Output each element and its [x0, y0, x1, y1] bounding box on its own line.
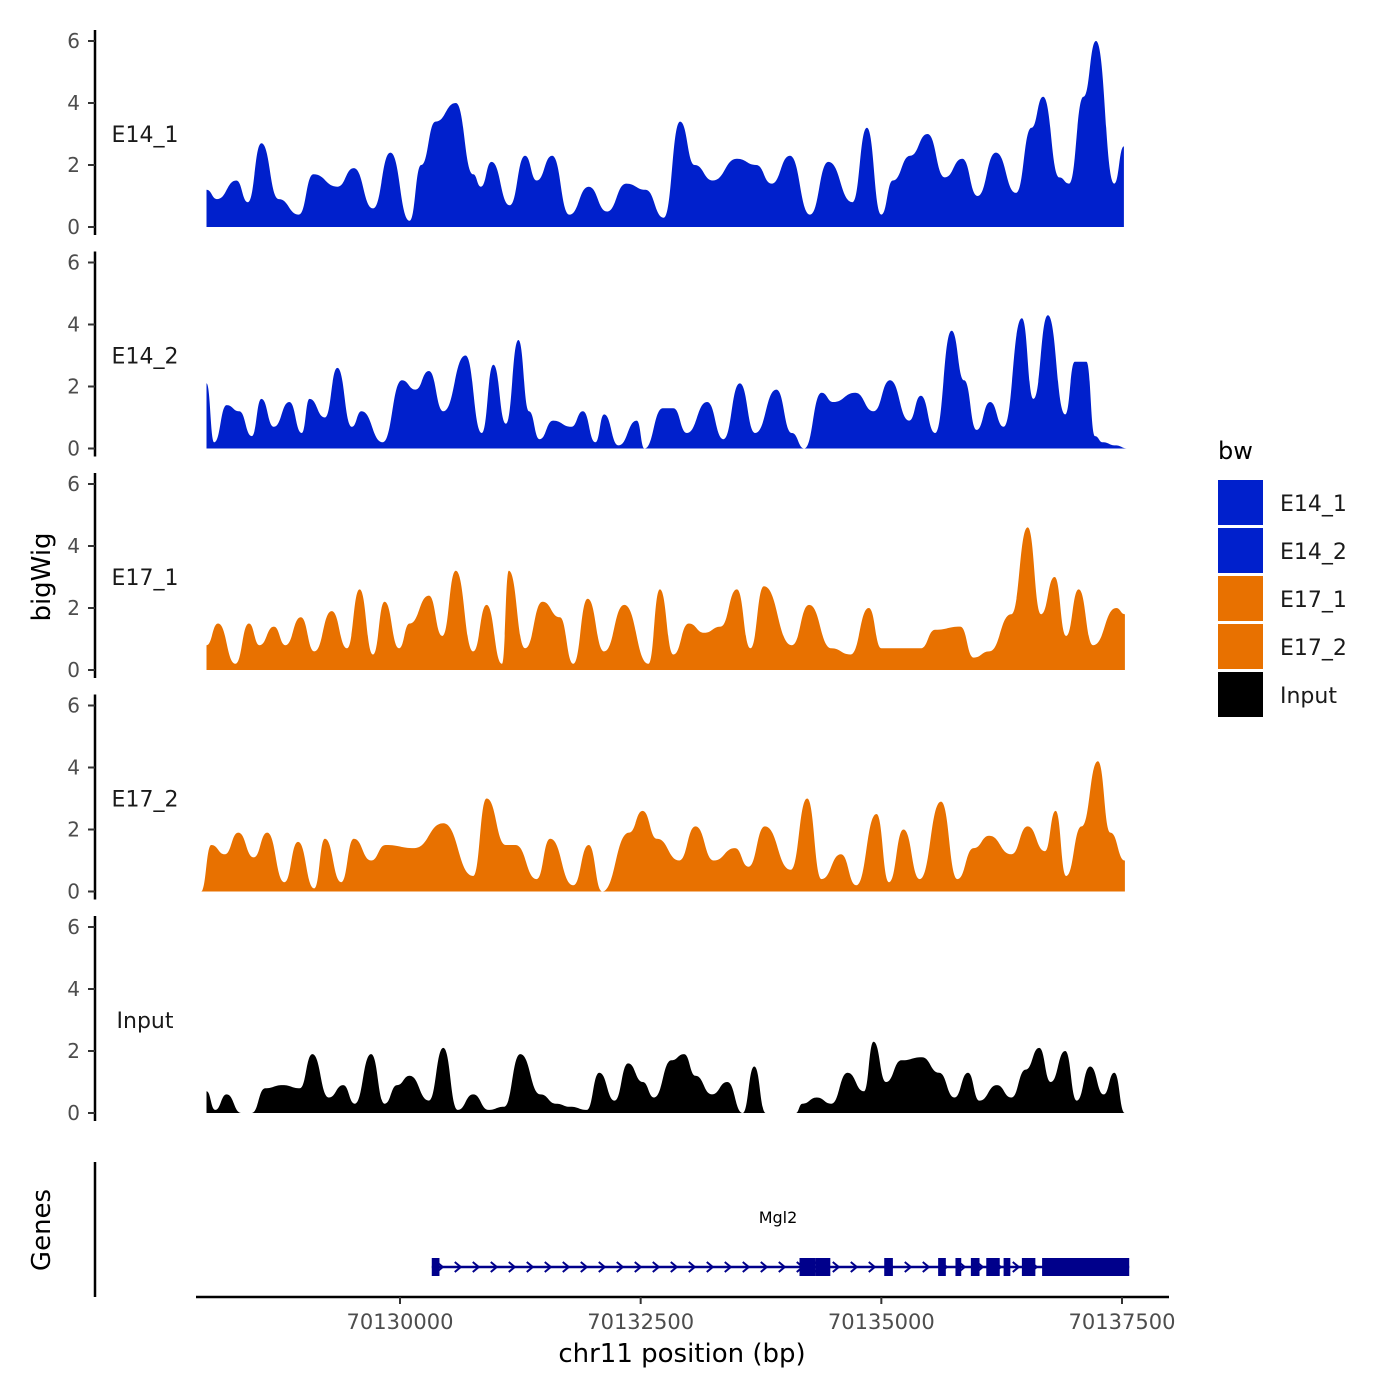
coverage-area-e17-1: [206, 527, 1125, 670]
y-tick-label: 2: [67, 375, 80, 399]
y-tick-label: 4: [67, 91, 80, 115]
legend-key-e14-2: [1218, 528, 1263, 573]
strand-arrow: [1012, 1261, 1021, 1273]
coverage-panels: 0 2 4 6 E14_1 0 2 4 6 E14_2 0 2 4 6 E17_1 0 2 4 6 E17_2 0 2 4 6…: [67, 29, 1128, 1125]
legend-key-e14-1: [1218, 480, 1263, 525]
strand-arrow: [832, 1261, 841, 1273]
coverage-area-e17-2: [201, 761, 1125, 892]
coverage-area-e14-1: [206, 41, 1124, 227]
exon: [884, 1258, 893, 1276]
legend-title: bw: [1218, 437, 1253, 465]
y-tick-label: 6: [67, 251, 80, 275]
strand-arrow: [454, 1261, 463, 1273]
strand-arrow: [472, 1261, 481, 1273]
legend-key-e17-2: [1218, 624, 1263, 669]
x-axis-ticks: 70130000 70132500 70135000 70137500: [347, 1297, 1176, 1334]
legend-items: E14_1 E14_2 E17_1 E17_2 Input: [1218, 480, 1347, 717]
panel-e14-2: 0 2 4 6 E14_2: [67, 251, 1128, 461]
strand-arrow: [634, 1261, 643, 1273]
panel-e14-1: 0 2 4 6 E14_1: [67, 29, 1124, 239]
y-tick-label: 6: [67, 472, 80, 496]
legend-label: E17_1: [1280, 588, 1347, 613]
y-tick-label: 2: [67, 596, 80, 620]
strand-arrow: [526, 1261, 535, 1273]
y-tick-label: 2: [67, 1039, 80, 1063]
exon: [431, 1258, 440, 1276]
strand-arrow: [544, 1261, 553, 1273]
y-tick-label: 6: [67, 694, 80, 718]
exon: [955, 1258, 962, 1276]
legend-key-input: [1218, 672, 1263, 717]
strand-arrow: [742, 1261, 751, 1273]
gene-name-label: Mgl2: [759, 1208, 798, 1227]
panel-e17-1: 0 2 4 6 E17_1: [67, 472, 1125, 682]
exon: [986, 1258, 1000, 1276]
strand-arrow: [724, 1261, 733, 1273]
strand-arrow: [580, 1261, 589, 1273]
strand-arrow: [904, 1261, 913, 1273]
legend-label: Input: [1280, 684, 1337, 709]
exon: [1003, 1258, 1011, 1276]
exon: [970, 1258, 980, 1276]
strand-arrow: [508, 1261, 517, 1273]
x-tick-label: 70132500: [587, 1310, 694, 1334]
y-tick-label: 4: [67, 534, 80, 558]
strand-arrow: [670, 1261, 679, 1273]
strand-arrow: [760, 1261, 769, 1273]
strand-arrow: [490, 1261, 499, 1273]
strand-arrow: [598, 1261, 607, 1273]
x-tick-label: 70135000: [828, 1310, 935, 1334]
y-tick-label: 6: [67, 29, 80, 53]
x-axis-title: chr11 position (bp): [558, 1339, 805, 1369]
strand-arrow: [868, 1261, 877, 1273]
x-tick-label: 70137500: [1069, 1310, 1176, 1334]
exon: [938, 1258, 946, 1276]
strand-arrow: [706, 1261, 715, 1273]
exon: [815, 1258, 831, 1276]
y-tick-label: 0: [67, 658, 80, 682]
legend: bw E14_1 E14_2 E17_1 E17_2 Input: [1218, 437, 1347, 717]
y-axis-title: bigWig: [27, 532, 57, 621]
x-tick-label: 70130000: [347, 1310, 454, 1334]
y-tick-label: 0: [67, 215, 80, 239]
y-tick-label: 2: [67, 153, 80, 177]
gene-model-mgl2: [431, 1258, 1130, 1276]
legend-key-e17-1: [1218, 576, 1263, 621]
strand-arrow: [778, 1261, 787, 1273]
legend-label: E14_2: [1280, 540, 1347, 565]
track-label: E14_2: [112, 345, 179, 370]
y-tick-label: 0: [67, 1101, 80, 1125]
panel-input: 0 2 4 6 Input: [67, 915, 1125, 1125]
y-tick-label: 0: [67, 437, 80, 461]
exon: [1021, 1258, 1036, 1276]
track-label: Input: [117, 1009, 174, 1034]
strand-arrow: [922, 1261, 931, 1273]
track-label: E14_1: [112, 123, 179, 148]
y-tick-label: 6: [67, 915, 80, 939]
y-tick-label: 4: [67, 756, 80, 780]
strand-arrow: [616, 1261, 625, 1273]
track-label: E17_2: [112, 788, 179, 813]
strand-arrow: [562, 1261, 571, 1273]
y-tick-label: 2: [67, 818, 80, 842]
legend-label: E17_2: [1280, 636, 1347, 661]
strand-arrow: [850, 1261, 859, 1273]
strand-arrow: [688, 1261, 697, 1273]
strand-arrow: [652, 1261, 661, 1273]
panel-e17-2: 0 2 4 6 E17_2: [67, 694, 1125, 904]
exon: [799, 1258, 816, 1276]
coverage-area-input: [206, 1041, 1125, 1113]
track-label: E17_1: [112, 566, 179, 591]
gene-track: Genes Mgl2: [27, 1162, 1130, 1297]
legend-label: E14_1: [1280, 492, 1347, 517]
exon: [1042, 1258, 1130, 1276]
gene-track-title: Genes: [27, 1189, 57, 1271]
y-tick-label: 0: [67, 880, 80, 904]
y-tick-label: 4: [67, 977, 80, 1001]
x-axis: 70130000 70132500 70135000 70137500 chr11 p…: [196, 1295, 1176, 1369]
y-tick-label: 4: [67, 313, 80, 337]
coverage-area-e14-2: [206, 315, 1128, 449]
